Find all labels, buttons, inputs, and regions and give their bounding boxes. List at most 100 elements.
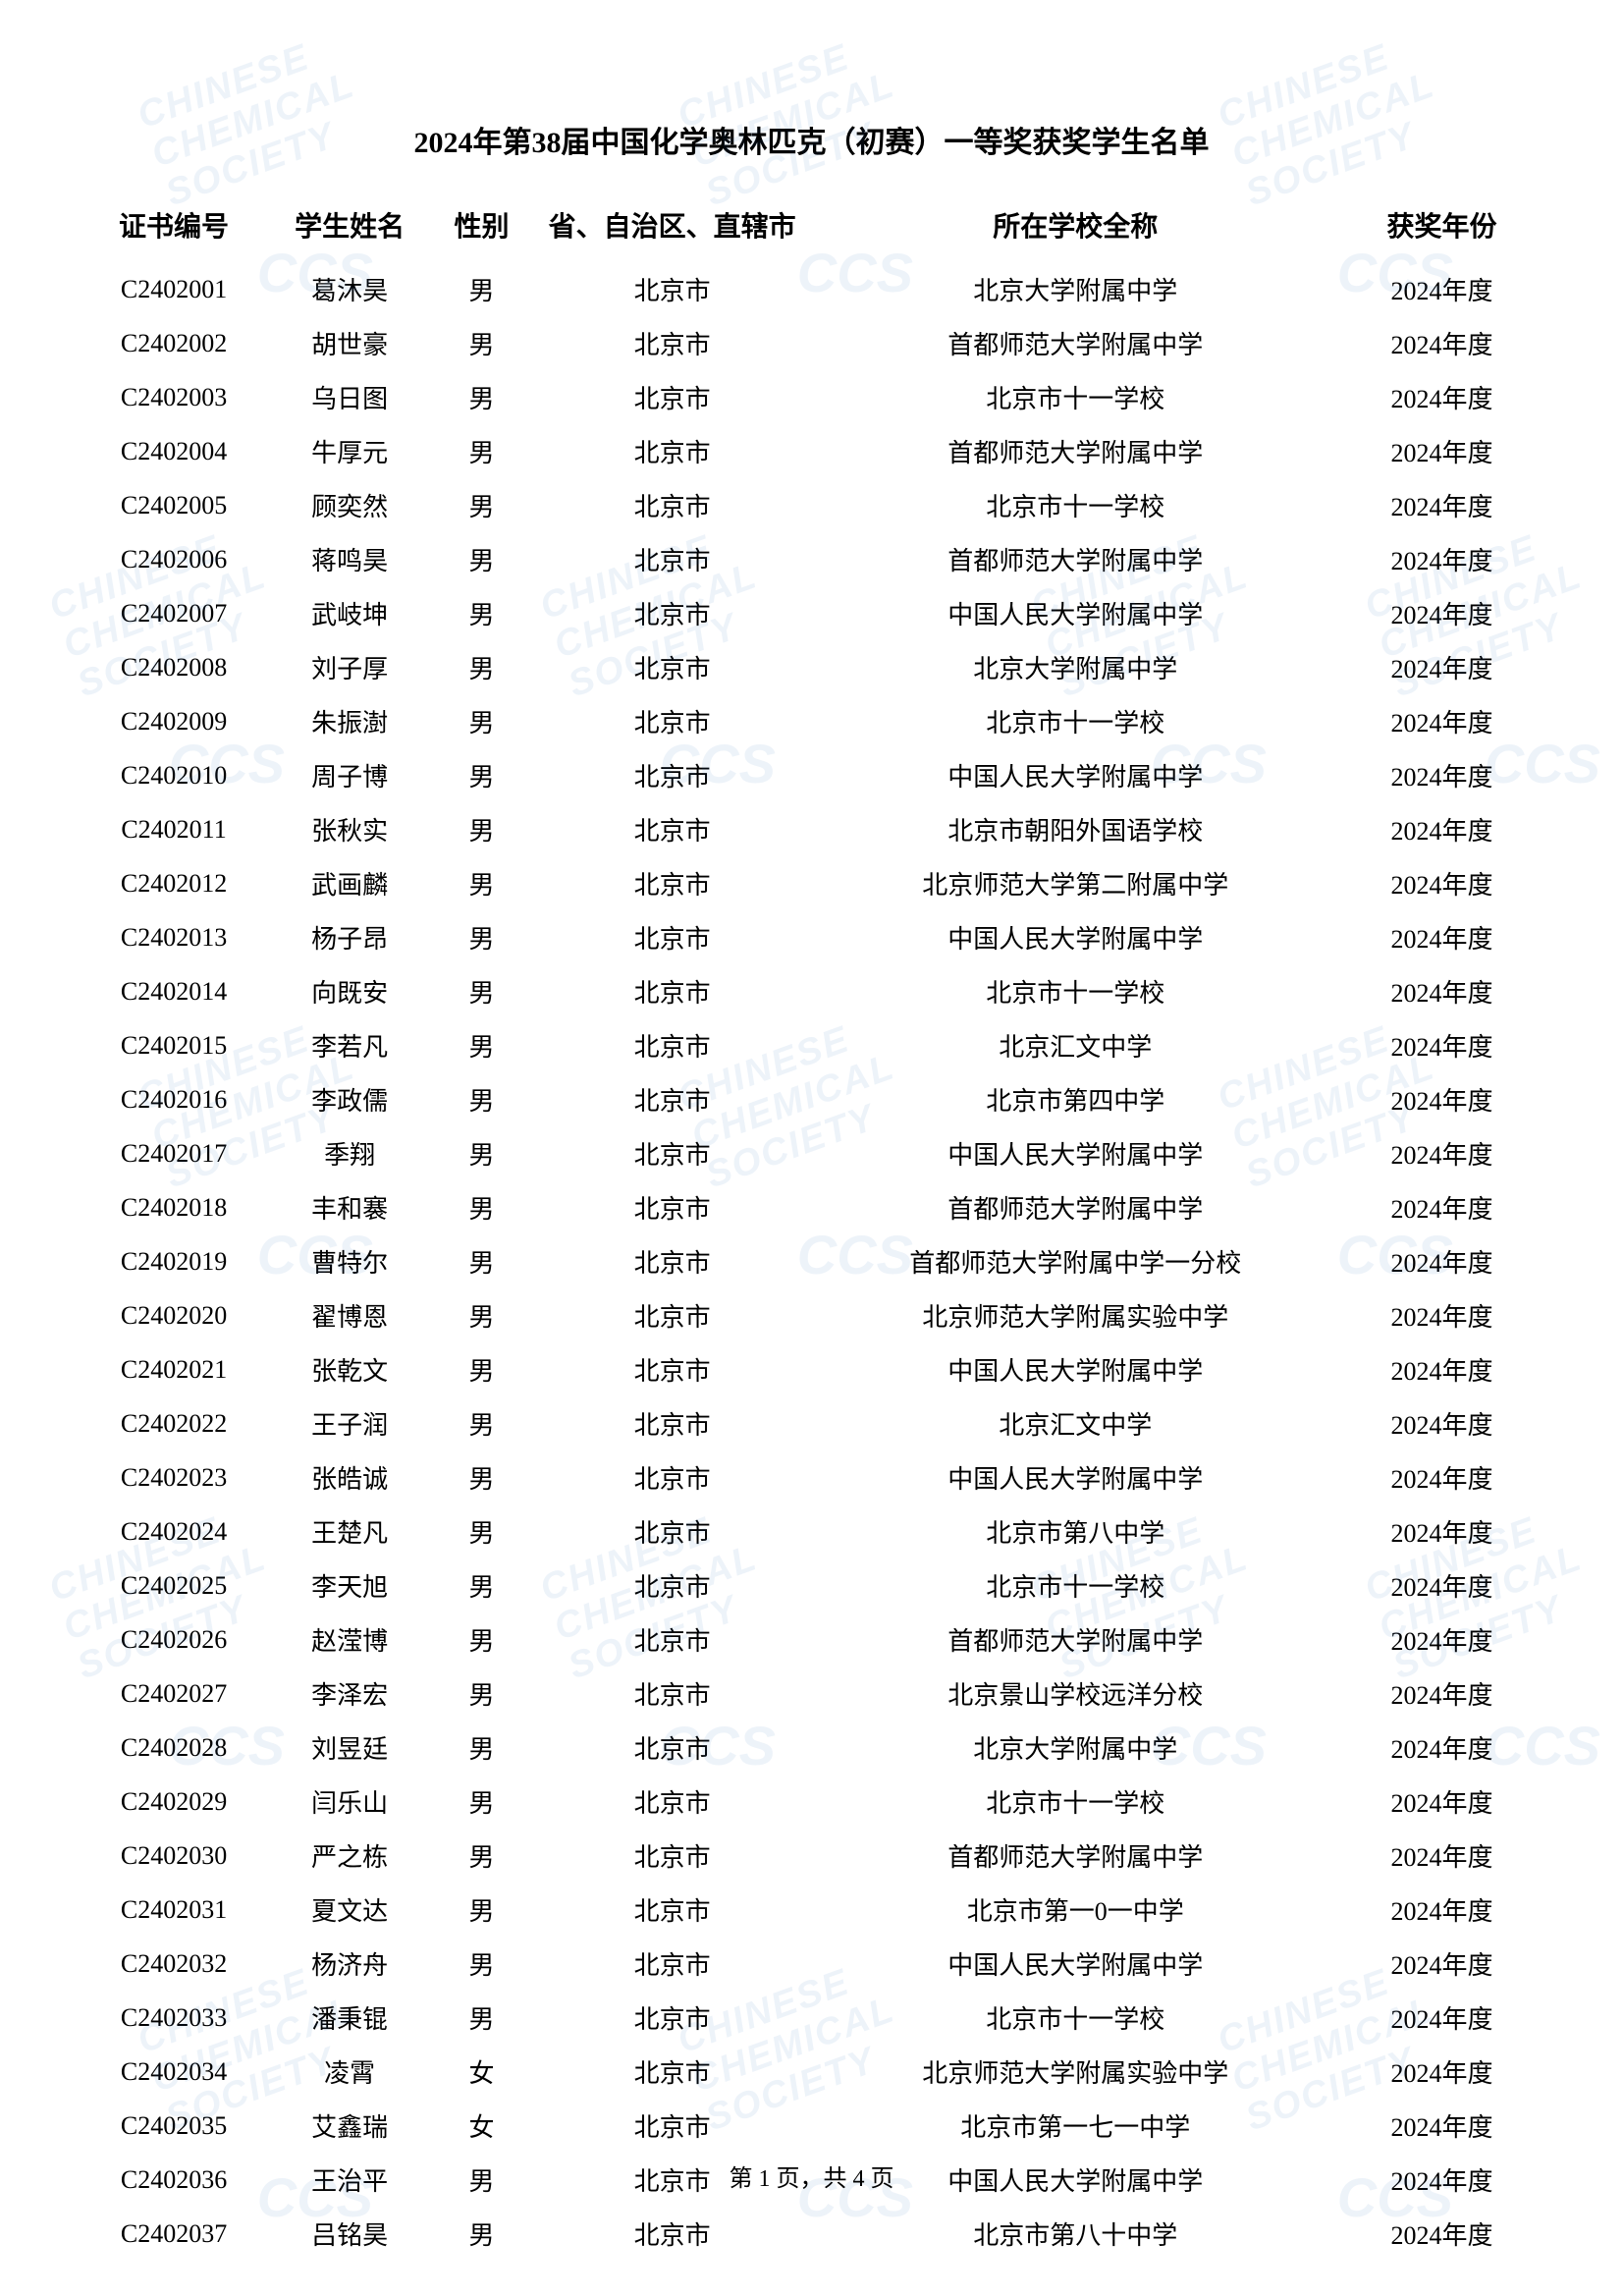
table-cell: 2024年度: [1339, 2207, 1544, 2261]
table-cell: 男: [430, 370, 533, 424]
table-cell: 北京市: [533, 640, 812, 694]
table-cell: 2024年度: [1339, 802, 1544, 856]
table-row: C2402006蒋鸣昊男北京市首都师范大学附属中学2024年度: [79, 532, 1544, 586]
table-cell: 北京市十一学校: [811, 1775, 1338, 1829]
table-cell: C2402017: [79, 1126, 269, 1180]
table-cell: 刘子厚: [269, 640, 430, 694]
table-cell: 2024年度: [1339, 316, 1544, 370]
table-cell: 2024年度: [1339, 478, 1544, 532]
table-cell: 曹特尔: [269, 1234, 430, 1288]
table-cell: 杨济舟: [269, 1937, 430, 1991]
table-cell: 张秋实: [269, 802, 430, 856]
table-cell: 潘秉锟: [269, 1991, 430, 2045]
table-cell: 中国人民大学附属中学: [811, 910, 1338, 964]
table-cell: C2402031: [79, 1883, 269, 1937]
table-cell: 2024年度: [1339, 910, 1544, 964]
table-cell: 北京大学附属中学: [811, 1721, 1338, 1775]
table-cell: 男: [430, 1504, 533, 1558]
table-cell: C2402001: [79, 262, 269, 316]
table-cell: 男: [430, 1667, 533, 1721]
table-cell: C2402005: [79, 478, 269, 532]
table-cell: 北京市: [533, 1613, 812, 1667]
table-cell: 2024年度: [1339, 694, 1544, 748]
table-cell: 男: [430, 802, 533, 856]
table-cell: 2024年度: [1339, 532, 1544, 586]
table-cell: 北京市: [533, 316, 812, 370]
table-cell: C2402022: [79, 1396, 269, 1450]
table-cell: 北京市: [533, 1180, 812, 1234]
table-cell: 牛厚元: [269, 424, 430, 478]
col-header-name: 学生姓名: [269, 195, 430, 262]
table-cell: C2402009: [79, 694, 269, 748]
table-cell: 北京市: [533, 1937, 812, 1991]
table-cell: C2402011: [79, 802, 269, 856]
table-cell: 2024年度: [1339, 1450, 1544, 1504]
table-cell: 北京市: [533, 964, 812, 1018]
table-row: C2402012武画麟男北京市北京师范大学第二附属中学2024年度: [79, 856, 1544, 910]
table-cell: 北京市: [533, 1775, 812, 1829]
table-cell: 北京市十一学校: [811, 1558, 1338, 1613]
table-cell: 北京市: [533, 748, 812, 802]
table-cell: 2024年度: [1339, 2045, 1544, 2099]
table-cell: 男: [430, 1829, 533, 1883]
table-cell: 北京市第一0一中学: [811, 1883, 1338, 1937]
table-row: C2402020翟博恩男北京市北京师范大学附属实验中学2024年度: [79, 1288, 1544, 1342]
table-cell: 北京师范大学第二附属中学: [811, 856, 1338, 910]
award-table: 证书编号 学生姓名 性别 省、自治区、直辖市 所在学校全称 获奖年份 C2402…: [79, 195, 1544, 2261]
table-cell: 北京市: [533, 424, 812, 478]
table-cell: 朱振澍: [269, 694, 430, 748]
table-row: C2402017季翔男北京市中国人民大学附属中学2024年度: [79, 1126, 1544, 1180]
table-cell: 北京市: [533, 2207, 812, 2261]
page-title: 2024年第38届中国化学奥林匹克（初赛）一等奖获奖学生名单: [79, 118, 1544, 161]
table-cell: 2024年度: [1339, 1991, 1544, 2045]
table-cell: 北京市: [533, 856, 812, 910]
table-cell: 2024年度: [1339, 856, 1544, 910]
table-cell: C2402021: [79, 1342, 269, 1396]
table-cell: 翟博恩: [269, 1288, 430, 1342]
table-cell: C2402014: [79, 964, 269, 1018]
table-cell: 2024年度: [1339, 424, 1544, 478]
table-cell: C2402012: [79, 856, 269, 910]
table-cell: 首都师范大学附属中学: [811, 1180, 1338, 1234]
table-cell: 北京市: [533, 1072, 812, 1126]
table-cell: 严之栋: [269, 1829, 430, 1883]
table-cell: 向既安: [269, 964, 430, 1018]
table-cell: 2024年度: [1339, 1883, 1544, 1937]
table-cell: C2402030: [79, 1829, 269, 1883]
table-cell: 艾鑫瑞: [269, 2099, 430, 2153]
table-cell: 男: [430, 748, 533, 802]
table-cell: 2024年度: [1339, 1829, 1544, 1883]
table-cell: C2402004: [79, 424, 269, 478]
table-cell: C2402016: [79, 1072, 269, 1126]
table-cell: 北京市朝阳外国语学校: [811, 802, 1338, 856]
table-cell: 北京市十一学校: [811, 1991, 1338, 2045]
table-header-row: 证书编号 学生姓名 性别 省、自治区、直辖市 所在学校全称 获奖年份: [79, 195, 1544, 262]
table-cell: 北京师范大学附属实验中学: [811, 1288, 1338, 1342]
table-cell: 北京市: [533, 2099, 812, 2153]
table-cell: 刘昱廷: [269, 1721, 430, 1775]
table-cell: 中国人民大学附属中学: [811, 586, 1338, 640]
table-cell: 2024年度: [1339, 1396, 1544, 1450]
table-cell: 李泽宏: [269, 1667, 430, 1721]
table-cell: 2024年度: [1339, 1937, 1544, 1991]
table-cell: 男: [430, 586, 533, 640]
page-footer: 第 1 页，共 4 页: [0, 2159, 1623, 2193]
table-cell: C2402026: [79, 1613, 269, 1667]
table-cell: 2024年度: [1339, 586, 1544, 640]
table-cell: 男: [430, 1234, 533, 1288]
table-cell: 张皓诚: [269, 1450, 430, 1504]
table-row: C2402019曹特尔男北京市首都师范大学附属中学一分校2024年度: [79, 1234, 1544, 1288]
table-cell: 北京市: [533, 694, 812, 748]
table-row: C2402001葛沐昊男北京市北京大学附属中学2024年度: [79, 262, 1544, 316]
table-cell: 北京市: [533, 586, 812, 640]
table-cell: 胡世豪: [269, 316, 430, 370]
table-cell: 北京市: [533, 802, 812, 856]
table-cell: 男: [430, 532, 533, 586]
table-cell: 2024年度: [1339, 1667, 1544, 1721]
table-cell: 北京市: [533, 478, 812, 532]
table-cell: C2402025: [79, 1558, 269, 1613]
table-cell: C2402015: [79, 1018, 269, 1072]
table-cell: 北京市十一学校: [811, 694, 1338, 748]
table-cell: 女: [430, 2045, 533, 2099]
table-cell: 男: [430, 424, 533, 478]
